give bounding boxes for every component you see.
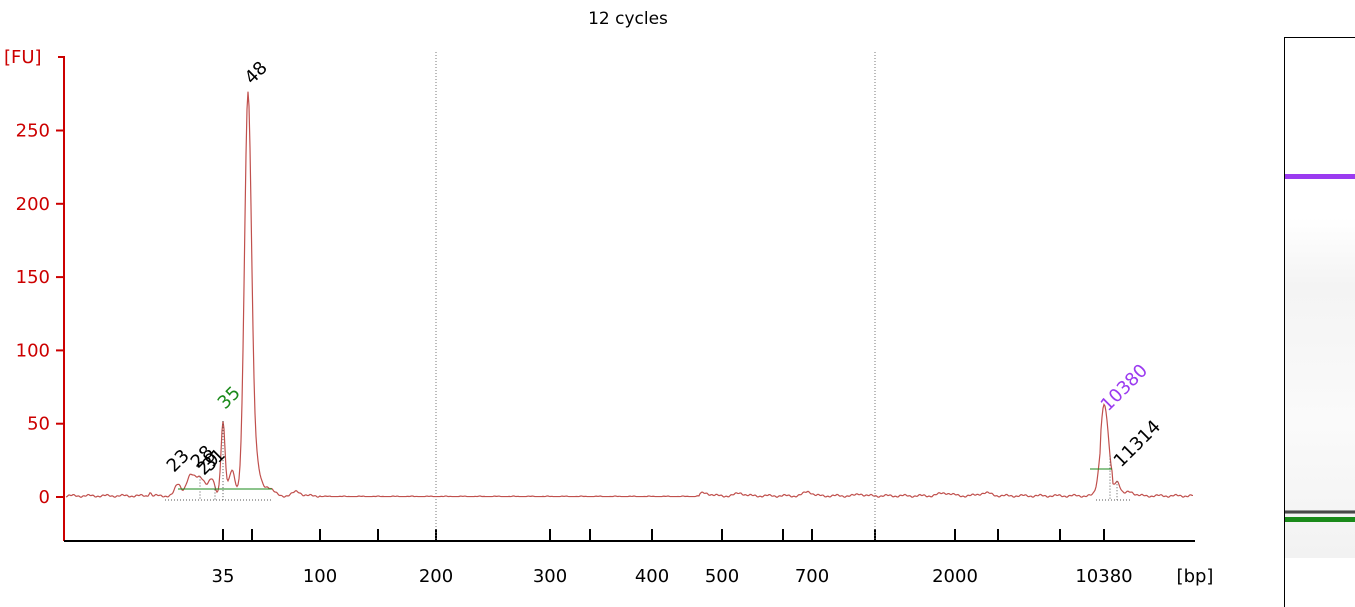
x-tick-label: 35 [212, 566, 235, 587]
y-tick-label: 150 [16, 267, 50, 288]
peak-label: 48 [241, 57, 272, 88]
y-tick-label: 250 [16, 121, 50, 142]
x-tick-label: 100 [303, 566, 337, 587]
gel-lane-image [1284, 37, 1355, 607]
gel-smear [1285, 218, 1355, 558]
x-tick-label: 400 [635, 566, 669, 587]
peak-label: 11314 [1110, 416, 1165, 471]
electropherogram-chart: 12 cycles [FU] 0 50 100 150 200 250 35 100 200 300 4… [4, 9, 1214, 587]
gel-lower-marker-band [1285, 517, 1355, 522]
y-tick-label: 100 [16, 340, 50, 361]
x-axis-label: [bp] [1177, 566, 1214, 587]
x-tick-label: 700 [795, 566, 829, 587]
x-tick-label: 200 [419, 566, 453, 587]
gel-sample-band [1285, 510, 1355, 514]
y-axis-label: [FU] [4, 47, 42, 68]
chart-title: 12 cycles [588, 9, 668, 29]
y-tick-label: 200 [16, 194, 50, 215]
y-tick-label: 50 [27, 414, 50, 435]
series-trace [65, 91, 1194, 498]
x-tick-label: 2000 [932, 566, 978, 587]
x-tick-label: 10380 [1075, 566, 1132, 587]
y-tick-label: 0 [39, 487, 50, 508]
peak-label: 35 [214, 382, 245, 413]
gel-upper-marker-band [1285, 174, 1355, 179]
x-tick-label: 300 [533, 566, 567, 587]
x-tick-label: 500 [705, 566, 739, 587]
peak-label: 10380 [1097, 360, 1152, 415]
